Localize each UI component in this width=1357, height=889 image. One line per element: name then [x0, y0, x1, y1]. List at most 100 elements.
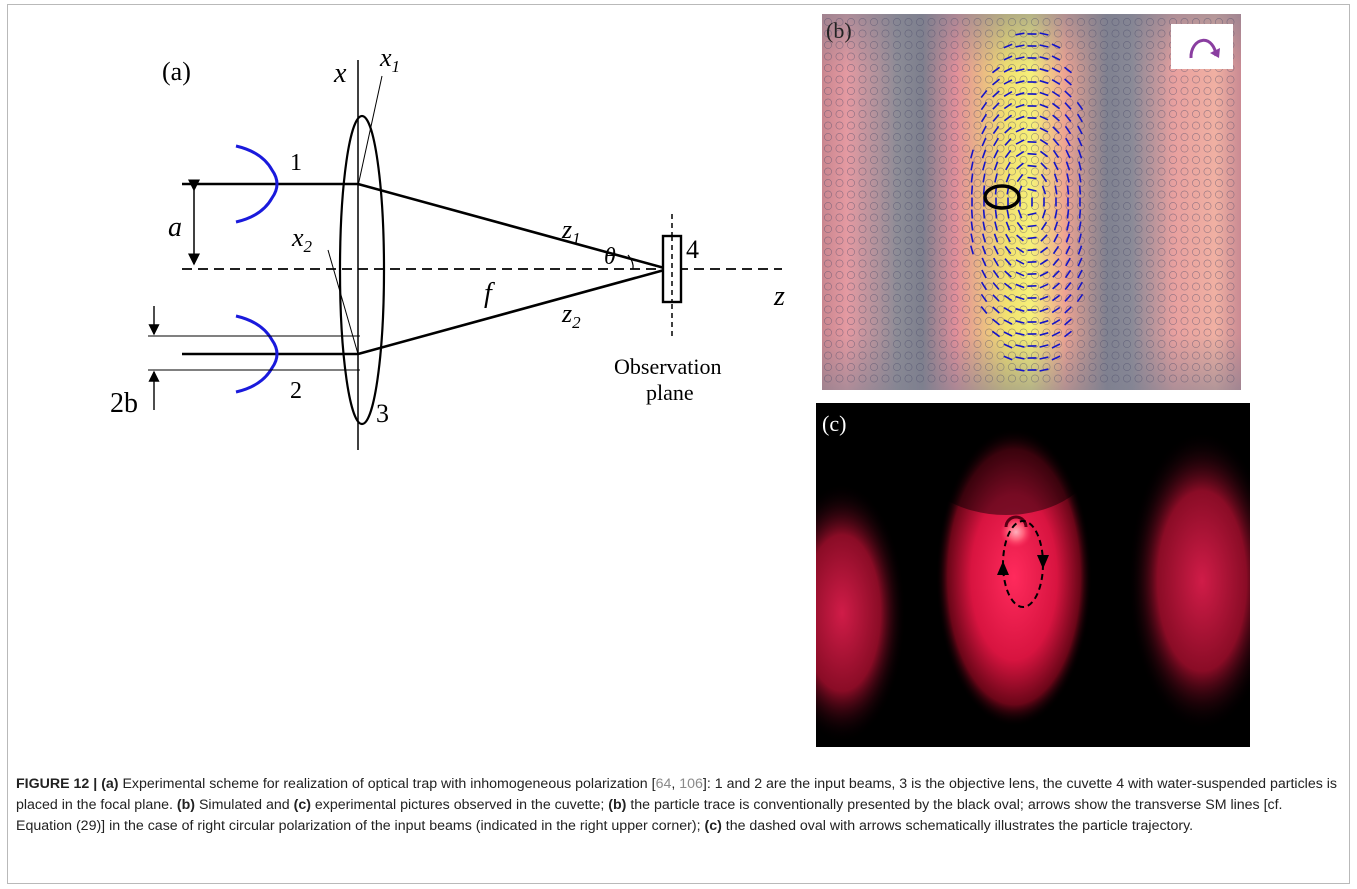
polarization-glyph: [1123, 202, 1131, 210]
polarization-glyph: [1054, 202, 1062, 210]
sm-flow-arrow: [970, 149, 974, 159]
citation-106-link[interactable]: 106: [679, 776, 703, 792]
polarization-glyph: [973, 190, 982, 199]
polarization-glyph: [973, 41, 982, 49]
polarization-glyph: [847, 179, 855, 187]
polarization-glyph: [950, 64, 959, 72]
polarization-glyph: [1100, 52, 1108, 61]
polarization-glyph: [996, 167, 1005, 176]
polarization-glyph: [1134, 374, 1143, 383]
polarization-glyph: [1169, 259, 1177, 268]
sm-flow-arrow: [993, 245, 999, 255]
sm-flow-arrow: [970, 161, 974, 171]
polarization-glyph: [847, 294, 855, 302]
sm-flow-arrow: [981, 149, 987, 159]
polarization-glyph: [858, 259, 867, 268]
polarization-glyph-grid: [824, 18, 1235, 383]
polarization-glyph: [1100, 110, 1108, 118]
polarization-glyph: [927, 133, 936, 141]
polarization-glyph: [847, 18, 855, 26]
sm-flow-arrow: [1004, 245, 1012, 255]
polarization-glyph: [1123, 133, 1131, 141]
polarization-glyph: [916, 282, 924, 291]
polarization-glyph: [985, 167, 993, 176]
polarization-glyph: [916, 236, 924, 245]
polarization-glyph: [870, 282, 878, 291]
polarization-glyph: [1146, 144, 1154, 153]
polarization-glyph: [1215, 98, 1223, 107]
polarization-glyph: [904, 98, 913, 107]
polarization-glyph: [1203, 363, 1212, 371]
polarization-glyph: [1077, 110, 1085, 118]
sm-flow-arrow: [980, 113, 988, 123]
polarization-glyph: [1008, 121, 1016, 130]
polarization-glyph: [881, 144, 890, 153]
polarization-glyph: [1042, 121, 1051, 130]
polarization-glyph: [824, 317, 832, 325]
polarization-glyph: [835, 87, 844, 95]
polarization-glyph: [939, 133, 947, 141]
sm-flow-arrow: [1052, 258, 1060, 266]
polarization-glyph: [973, 305, 982, 314]
polarization-glyph: [1157, 351, 1166, 360]
polarization-glyph: [1134, 144, 1143, 153]
polarization-glyph: [1111, 190, 1120, 199]
polarization-glyph: [1008, 328, 1016, 337]
polarization-glyph: [973, 294, 982, 302]
polarization-glyph: [916, 75, 924, 84]
polarization-glyph: [893, 144, 901, 153]
polarization-glyph: [996, 110, 1005, 118]
polarization-glyph: [1100, 75, 1108, 84]
polarization-glyph: [858, 64, 867, 72]
polarization-glyph: [996, 133, 1005, 141]
polarization-glyph: [835, 144, 844, 153]
polarization-glyph: [950, 305, 959, 314]
polarization-glyph: [1134, 294, 1143, 302]
polarization-glyph: [893, 190, 901, 199]
polarization-glyph: [881, 87, 890, 95]
polarization-glyph: [1123, 190, 1131, 199]
polarization-glyph: [973, 144, 982, 153]
polarization-glyph: [835, 305, 844, 314]
polarization-glyph: [881, 179, 890, 187]
sm-flow-arrow: [1054, 209, 1058, 219]
caption-c-tag-2: (c): [704, 818, 722, 834]
polarization-glyph: [835, 179, 844, 187]
polarization-glyph: [927, 75, 936, 84]
polarization-glyph: [1100, 259, 1108, 268]
polarization-glyph: [858, 282, 867, 291]
citation-64-link[interactable]: 64: [655, 776, 672, 792]
polarization-glyph: [824, 190, 832, 199]
polarization-glyph: [1065, 190, 1074, 199]
polarization-glyph: [1088, 41, 1097, 49]
sm-flow-arrow: [970, 233, 974, 243]
polarization-glyph: [950, 328, 959, 337]
polarization-glyph: [916, 133, 924, 141]
polarization-glyph: [996, 305, 1005, 314]
polarization-glyph: [1019, 271, 1028, 279]
sm-flow-arrow: [1003, 43, 1013, 49]
sm-flow-arrow: [1015, 271, 1025, 277]
polarization-glyph: [1169, 202, 1177, 210]
sm-flow-arrow: [1064, 318, 1072, 326]
polarization-glyph: [881, 29, 890, 38]
polarization-glyph: [904, 225, 913, 233]
polarization-glyph: [835, 190, 844, 199]
polarization-glyph: [1088, 259, 1097, 268]
polarization-glyph: [1146, 294, 1154, 302]
polarization-glyph: [1146, 225, 1154, 233]
polarization-glyph: [1100, 363, 1108, 371]
polarization-glyph: [1180, 121, 1189, 130]
polarization-glyph: [1123, 29, 1131, 38]
polarization-glyph: [1088, 374, 1097, 383]
polarization-glyph: [1169, 167, 1177, 176]
sm-flow-arrow: [1065, 161, 1071, 171]
polarization-glyph: [858, 363, 867, 371]
polarization-glyph: [1146, 29, 1154, 38]
polarization-glyph: [973, 202, 982, 210]
polarization-glyph: [1157, 305, 1166, 314]
polarization-glyph: [962, 87, 970, 95]
beam-2-focused: [357, 267, 669, 356]
polarization-glyph: [939, 144, 947, 153]
polarization-glyph: [904, 18, 913, 26]
